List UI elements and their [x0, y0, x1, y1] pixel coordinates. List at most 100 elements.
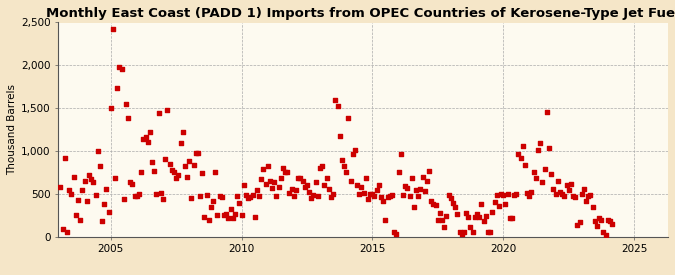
Point — [66, 192, 77, 196]
Point — [184, 159, 194, 163]
Point — [319, 183, 330, 188]
Point — [288, 193, 299, 198]
Point — [101, 186, 111, 191]
Point — [88, 180, 99, 184]
Point — [550, 192, 561, 196]
Point — [391, 232, 402, 236]
Point — [591, 224, 602, 229]
Point — [336, 157, 347, 162]
Point — [356, 185, 367, 189]
Point — [230, 211, 240, 216]
Point — [570, 195, 580, 199]
Point — [435, 210, 446, 215]
Point — [354, 192, 364, 196]
Point — [215, 193, 225, 198]
Point — [127, 182, 138, 187]
Point — [251, 187, 262, 192]
Point — [437, 218, 448, 222]
Point — [417, 175, 428, 179]
Point — [306, 196, 317, 200]
Point — [75, 217, 86, 222]
Point — [465, 225, 476, 229]
Point — [70, 213, 81, 218]
Point — [295, 175, 306, 180]
Point — [120, 102, 131, 106]
Point — [589, 219, 600, 224]
Point — [393, 170, 404, 175]
Point — [178, 130, 188, 134]
Point — [463, 215, 474, 219]
Point — [221, 211, 232, 216]
Point — [541, 110, 552, 115]
Point — [247, 192, 258, 197]
Point — [522, 191, 533, 195]
Point — [95, 163, 105, 168]
Point — [421, 179, 432, 183]
Point — [171, 176, 182, 181]
Y-axis label: Thousand Barrels: Thousand Barrels — [7, 84, 17, 175]
Point — [240, 192, 251, 197]
Point — [155, 191, 166, 195]
Point — [79, 179, 90, 183]
Point — [55, 185, 66, 189]
Point — [365, 192, 376, 196]
Point — [491, 192, 502, 197]
Point — [73, 198, 84, 202]
Point — [529, 169, 539, 174]
Point — [476, 202, 487, 206]
Point — [607, 222, 618, 226]
Point — [297, 179, 308, 183]
Point — [555, 190, 566, 194]
Point — [186, 196, 196, 200]
Point — [223, 216, 234, 220]
Point — [132, 193, 142, 198]
Point — [587, 205, 598, 209]
Point — [596, 217, 607, 222]
Point — [97, 219, 107, 224]
Point — [578, 186, 589, 191]
Point — [552, 179, 563, 183]
Point — [92, 149, 103, 153]
Point — [321, 176, 332, 181]
Point — [375, 195, 386, 199]
Point — [500, 202, 511, 206]
Point — [103, 210, 114, 214]
Point — [199, 215, 210, 219]
Point — [136, 170, 146, 175]
Point — [277, 166, 288, 170]
Point — [190, 150, 201, 155]
Point — [162, 108, 173, 112]
Point — [439, 225, 450, 229]
Point — [404, 193, 415, 198]
Point — [460, 210, 471, 215]
Point — [576, 192, 587, 196]
Point — [107, 27, 118, 32]
Point — [495, 192, 506, 196]
Point — [267, 186, 277, 190]
Point — [504, 216, 515, 220]
Point — [487, 210, 497, 214]
Point — [125, 180, 136, 184]
Point — [280, 169, 291, 174]
Point — [282, 170, 293, 175]
Point — [509, 192, 520, 197]
Point — [580, 199, 591, 203]
Point — [197, 171, 208, 175]
Title: Monthly East Coast (PADD 1) Imports from OPEC Countries of Kerosene-Type Jet Fue: Monthly East Coast (PADD 1) Imports from… — [47, 7, 675, 20]
Point — [345, 179, 356, 183]
Point — [360, 176, 371, 181]
Point — [77, 188, 88, 192]
Point — [515, 156, 526, 160]
Point — [548, 186, 559, 191]
Point — [273, 185, 284, 189]
Point — [382, 195, 393, 199]
Point — [176, 141, 186, 145]
Point — [358, 191, 369, 195]
Point — [217, 195, 227, 199]
Point — [433, 217, 443, 222]
Point — [158, 197, 169, 201]
Point — [566, 181, 576, 186]
Point — [380, 217, 391, 222]
Point — [430, 203, 441, 207]
Point — [415, 186, 426, 191]
